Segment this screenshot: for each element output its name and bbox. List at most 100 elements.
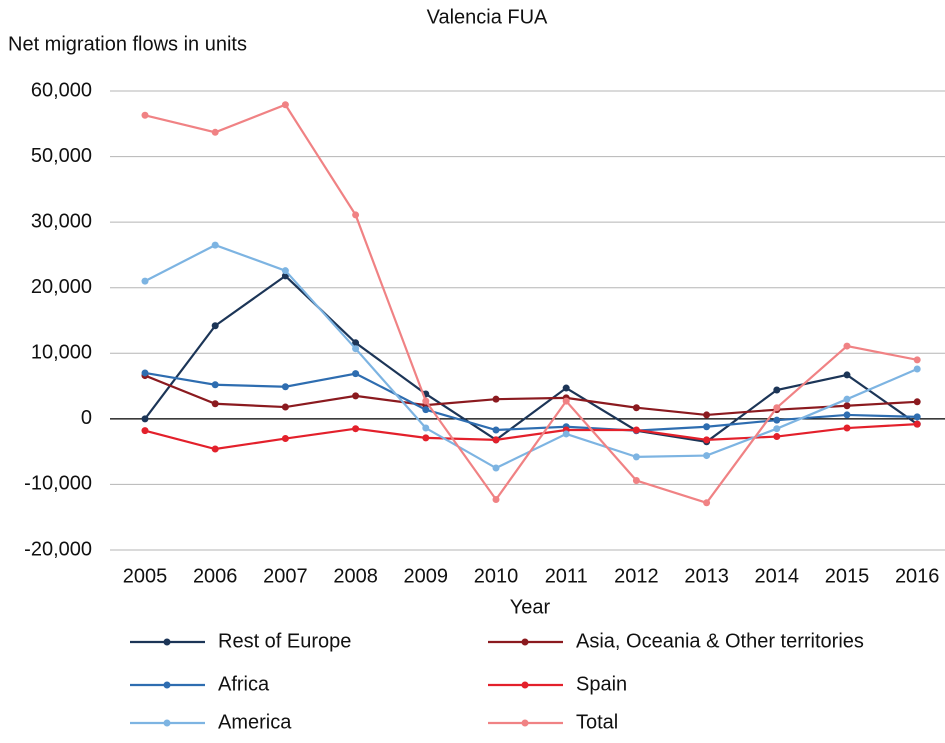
data-point	[492, 395, 500, 403]
series-line	[144, 374, 918, 417]
series-line	[144, 274, 918, 443]
data-point	[281, 403, 289, 411]
y-axis-title: Net migration flows in units	[8, 33, 247, 55]
data-point	[773, 425, 781, 433]
data-point	[843, 424, 851, 432]
data-point	[141, 369, 149, 377]
data-point	[632, 426, 640, 434]
legend-dot	[521, 638, 529, 646]
data-point	[843, 395, 851, 403]
data-point	[352, 211, 360, 219]
data-point	[843, 402, 851, 410]
data-point	[211, 400, 219, 408]
x-tick-label: 2016	[895, 565, 940, 587]
data-point	[141, 415, 149, 423]
y-tick-label: 0	[81, 407, 92, 429]
series-line	[144, 423, 918, 451]
data-point	[913, 420, 921, 428]
data-point	[352, 339, 360, 347]
data-point	[141, 111, 149, 119]
x-tick-label: 2012	[614, 565, 659, 587]
data-point	[773, 404, 781, 412]
series-line	[144, 103, 918, 505]
y-tick-label: -20,000	[24, 538, 92, 560]
data-point	[562, 430, 570, 438]
x-tick-label: 2007	[263, 565, 308, 587]
x-tick-label: 2015	[825, 565, 870, 587]
legend-dot	[163, 719, 171, 727]
legend-label: Total	[576, 711, 618, 733]
data-point	[703, 452, 711, 460]
data-point	[352, 425, 360, 433]
data-point	[562, 384, 570, 392]
data-point	[211, 128, 219, 136]
y-tick-label: 10,000	[31, 342, 92, 364]
data-point	[773, 416, 781, 424]
x-axis-title: Year	[510, 596, 551, 618]
x-tick-label: 2011	[545, 565, 588, 587]
data-point	[422, 434, 430, 442]
x-tick-label: 2014	[755, 565, 800, 587]
y-tick-label: -10,000	[24, 473, 92, 495]
x-tick-label: 2006	[193, 565, 238, 587]
data-point	[492, 436, 500, 444]
data-point	[843, 342, 851, 350]
data-point	[422, 406, 430, 414]
y-tick-label: 60,000	[31, 79, 92, 101]
y-tick-label: 30,000	[31, 210, 92, 232]
data-point	[141, 277, 149, 285]
legend-label: Asia, Oceania & Other territories	[576, 630, 864, 652]
data-point	[211, 241, 219, 249]
data-point	[913, 398, 921, 406]
data-point	[703, 423, 711, 431]
x-tick-label: 2010	[474, 565, 519, 587]
y-tick-label: 20,000	[31, 276, 92, 298]
data-point	[492, 496, 500, 504]
x-tick-label: 2005	[123, 565, 168, 587]
data-point	[843, 411, 851, 419]
data-point	[492, 426, 500, 434]
x-tick-label: 2008	[333, 565, 378, 587]
legend-dot	[521, 719, 529, 727]
data-point	[281, 435, 289, 443]
series-line	[144, 371, 918, 432]
data-point	[211, 381, 219, 389]
data-point	[281, 267, 289, 275]
data-point	[632, 453, 640, 461]
data-point	[492, 464, 500, 472]
data-point	[281, 101, 289, 109]
data-point	[843, 371, 851, 379]
data-point	[773, 386, 781, 394]
data-point	[352, 345, 360, 353]
data-point	[703, 436, 711, 444]
legend-label: America	[218, 711, 292, 733]
legend-label: Africa	[218, 673, 270, 695]
data-point	[913, 356, 921, 364]
legend-dot	[163, 681, 171, 689]
data-point	[632, 404, 640, 412]
data-point	[211, 445, 219, 453]
x-tick-label: 2009	[404, 565, 449, 587]
data-point	[773, 433, 781, 441]
x-tick-label: 2013	[684, 565, 729, 587]
data-point	[632, 476, 640, 484]
data-point	[913, 365, 921, 373]
data-point	[141, 427, 149, 435]
data-point	[422, 424, 430, 432]
y-tick-label: 50,000	[31, 145, 92, 167]
data-point	[913, 413, 921, 421]
legend-label: Spain	[576, 673, 627, 695]
legend-dot	[521, 681, 529, 689]
data-point	[352, 392, 360, 400]
legend-label: Rest of Europe	[218, 630, 351, 652]
data-point	[211, 322, 219, 330]
data-point	[352, 370, 360, 378]
data-point	[703, 499, 711, 507]
data-point	[281, 383, 289, 391]
data-point	[422, 397, 430, 405]
data-point	[562, 397, 570, 405]
chart-title: Valencia FUA	[427, 6, 548, 28]
legend-dot	[163, 638, 171, 646]
data-point	[703, 411, 711, 419]
